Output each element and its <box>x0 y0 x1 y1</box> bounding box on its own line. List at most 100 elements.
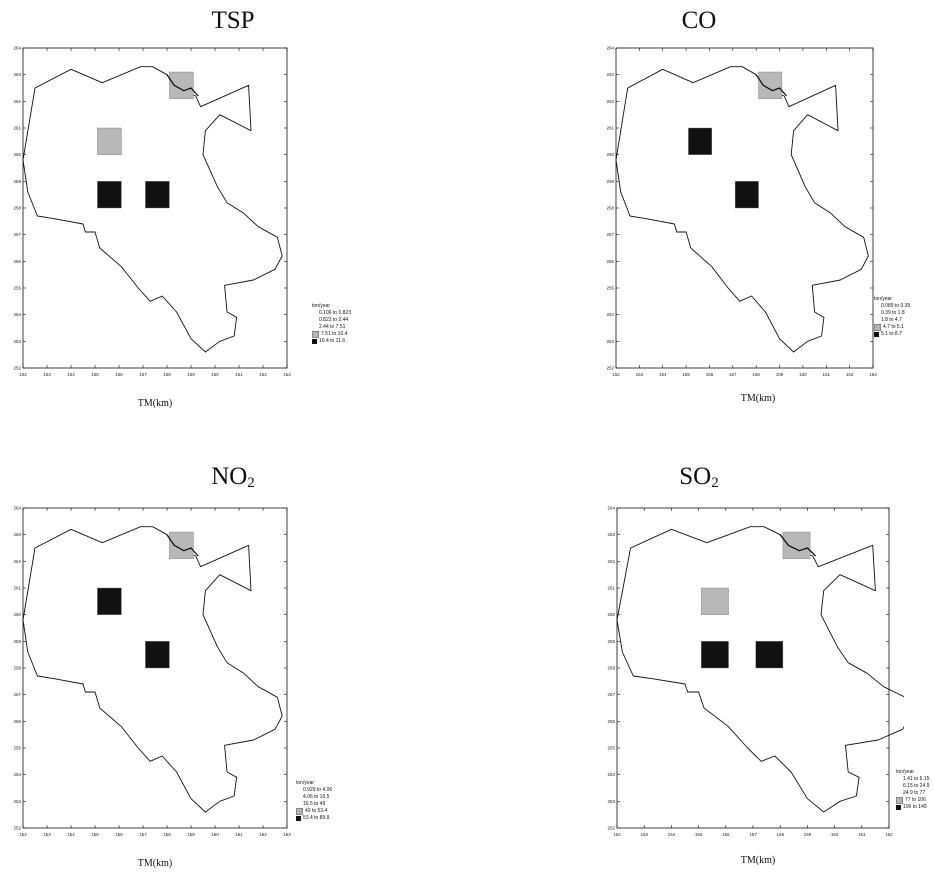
y-tick-label: 252 <box>606 366 614 371</box>
emission-cell-mid <box>97 127 122 155</box>
x-tick-label: 162 <box>846 372 854 377</box>
x-tick-label: 163 <box>283 832 291 837</box>
legend-swatch <box>874 318 879 323</box>
x-tick-label: 159 <box>776 372 784 377</box>
x-tick-label: 156 <box>115 372 123 377</box>
legend-item: 5.1 to 8.7 <box>874 331 910 338</box>
legend-item: 53.4 to 89.9 <box>296 815 332 822</box>
legend-unit: ton/year <box>896 769 915 775</box>
legend-item: 0.929 to 4.06 <box>296 787 332 794</box>
emission-cell-high <box>145 181 170 209</box>
x-tick-label: 158 <box>752 372 760 377</box>
legend-item: 49 to 53.4 <box>296 808 332 815</box>
x-tick-label: 160 <box>211 372 219 377</box>
y-tick-label: 261 <box>607 586 615 591</box>
y-tick-label: 264 <box>607 506 615 511</box>
legend-item: 1.41 to 6.15 <box>896 776 929 783</box>
panel-title: SO2 <box>679 463 719 491</box>
x-tick-label: 154 <box>659 372 667 377</box>
y-tick-label: 258 <box>13 666 21 671</box>
panel-tsp: TSP 152 153 154 155 156 157 158 159 160 161 162 163… <box>0 0 466 436</box>
x-tick-label: 154 <box>668 832 676 837</box>
legend-label: 77 to 106 <box>905 797 926 803</box>
y-tick-label: 259 <box>13 179 21 184</box>
y-tick-label: 264 <box>13 506 21 511</box>
panel-no2: NO2 152 153 154 155 156 157 158 159 160 161 162 163… <box>0 436 466 872</box>
x-tick-label: 152 <box>612 372 620 377</box>
legend-label: 0.089 to 0.39 <box>881 303 911 309</box>
legend-item: 10.4 to 11.6 <box>312 338 351 345</box>
x-tick-label: 162 <box>885 832 893 837</box>
plot-frame <box>616 507 890 829</box>
legend-label: 0.106 to 0.823 <box>319 310 351 316</box>
panel-title: NO2 <box>211 463 255 491</box>
river-line <box>166 74 199 97</box>
legend-label: 53.4 to 89.9 <box>303 815 330 821</box>
x-tick-label: 157 <box>139 832 147 837</box>
x-tick-label: 163 <box>283 372 291 377</box>
y-tick-label: 257 <box>13 692 21 697</box>
legend-item: 0.39 to 1.8 <box>874 310 910 317</box>
y-tick-label: 252 <box>13 366 21 371</box>
y-tick-label: 252 <box>13 826 21 831</box>
legend-item: 106 to 149 <box>896 804 929 811</box>
emission-cell-mid <box>169 531 194 559</box>
y-tick-label: 256 <box>606 259 614 264</box>
x-tick-label: 153 <box>636 372 644 377</box>
legend-label: 24.9 to 77 <box>903 790 926 796</box>
y-tick-label: 258 <box>606 206 614 211</box>
legend-swatch <box>312 311 317 316</box>
x-axis-label: TM(km) <box>137 858 173 869</box>
panel-so2: SO2 152 153 154 155 156 157 158 159 160 161 162 252… <box>466 436 932 872</box>
river-line <box>779 534 817 557</box>
legend-label: 1.41 to 6.15 <box>903 776 930 782</box>
legend: ton/year 0.106 to 0.823 0.823 to 2.44 2.44 … <box>312 303 351 345</box>
y-tick-label: 256 <box>607 719 615 724</box>
legend-label: 6.15 to 24.9 <box>903 783 930 789</box>
legend-swatch <box>874 304 879 309</box>
legend-swatch <box>896 777 901 782</box>
legend-label: 7.51 to 10.4 <box>321 331 348 337</box>
y-tick-label: 258 <box>13 206 21 211</box>
y-tick-label: 254 <box>607 772 615 777</box>
x-tick-label: 156 <box>722 832 730 837</box>
x-tick-label: 155 <box>91 832 99 837</box>
panel-title: CO <box>681 7 717 34</box>
x-tick-label: 157 <box>139 372 147 377</box>
y-tick-label: 260 <box>607 612 615 617</box>
x-tick-label: 158 <box>163 372 171 377</box>
x-tick-label: 161 <box>235 832 243 837</box>
emission-cell-high <box>688 127 712 155</box>
x-tick-label: 161 <box>823 372 831 377</box>
y-tick-label: 253 <box>13 339 21 344</box>
y-tick-label: 262 <box>13 559 21 564</box>
x-tick-label: 154 <box>67 832 75 837</box>
y-tick-label: 260 <box>606 152 614 157</box>
y-tick-label: 264 <box>13 46 21 51</box>
x-tick-label: 152 <box>19 372 27 377</box>
x-axis-label: TM(km) <box>137 398 173 409</box>
legend-unit: ton/year <box>296 780 315 786</box>
legend-swatch <box>874 332 879 337</box>
river-line <box>166 534 199 557</box>
y-tick-label: 253 <box>13 799 21 804</box>
y-tick-label: 263 <box>607 532 615 537</box>
y-tick-label: 262 <box>607 559 615 564</box>
x-tick-label: 156 <box>115 832 123 837</box>
legend-label: 16.5 to 49 <box>303 801 326 807</box>
legend: ton/year 0.929 to 4.06 4.06 to 16.5 16.5 to… <box>296 780 332 822</box>
x-tick-label: 159 <box>804 832 812 837</box>
x-tick-label: 153 <box>640 832 648 837</box>
emission-cell-mid <box>701 587 729 615</box>
district-boundary <box>22 526 283 813</box>
x-tick-label: 160 <box>211 832 219 837</box>
y-tick-label: 255 <box>607 746 615 751</box>
y-tick-label: 263 <box>13 72 21 77</box>
y-tick-label: 261 <box>13 586 21 591</box>
legend-swatch <box>312 318 317 323</box>
x-tick-label: 160 <box>799 372 807 377</box>
legend-item: 7.51 to 10.4 <box>312 331 351 338</box>
y-tick-label: 262 <box>13 99 21 104</box>
y-tick-label: 260 <box>13 612 21 617</box>
y-tick-label: 261 <box>13 126 21 131</box>
